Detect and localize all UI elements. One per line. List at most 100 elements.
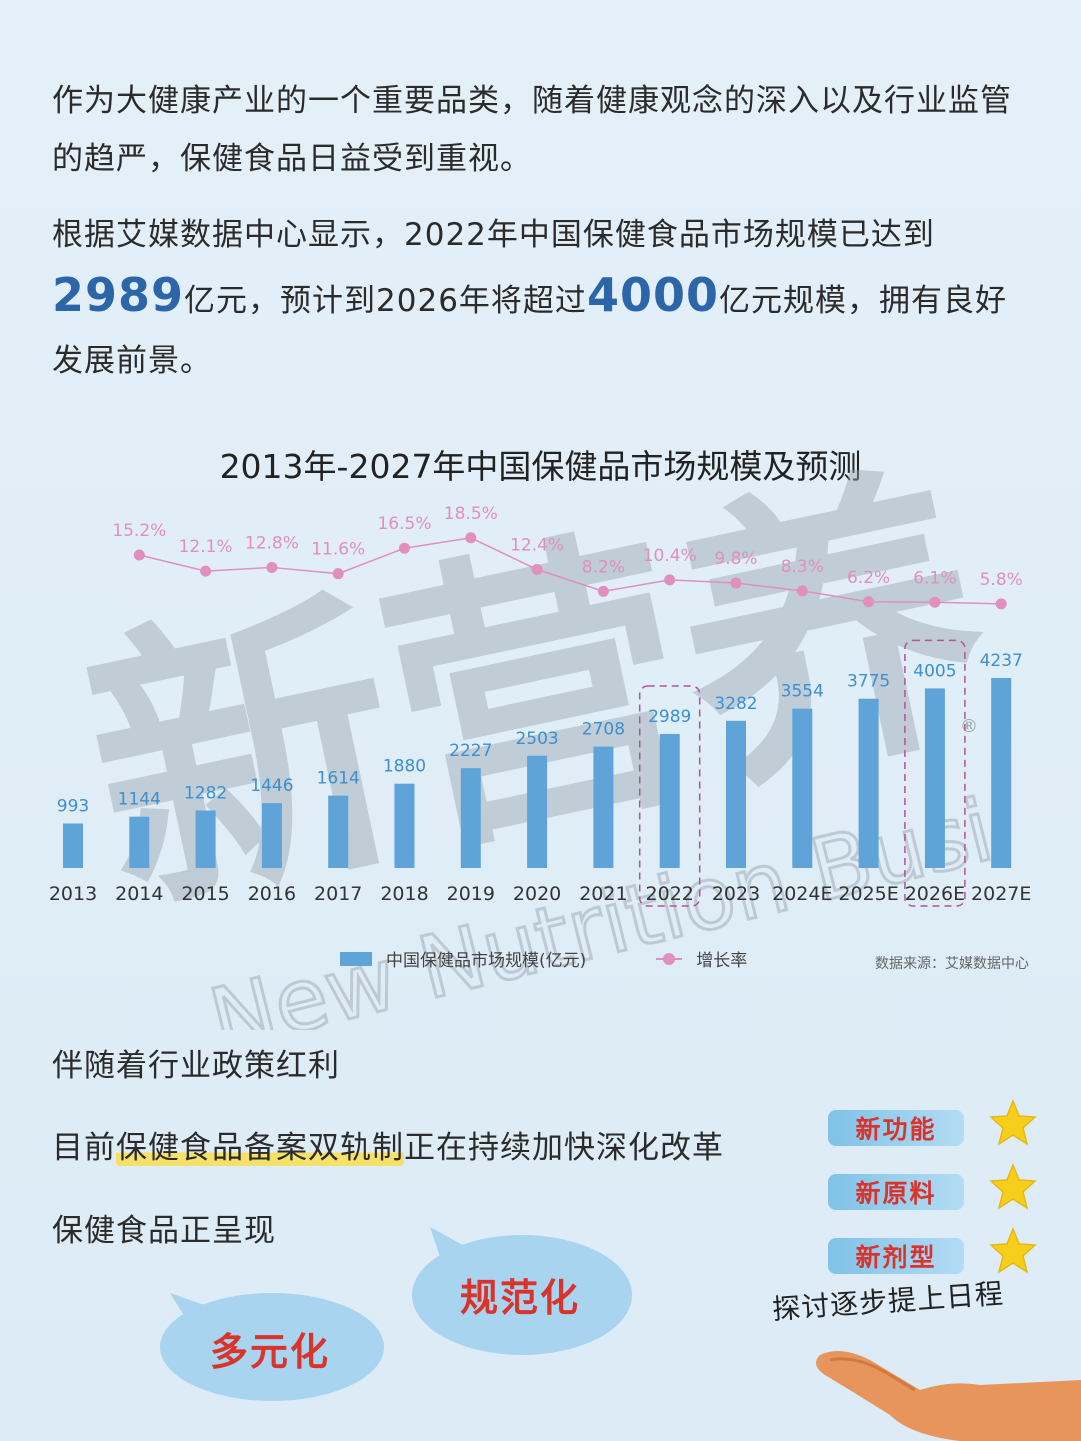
hand-icon <box>816 1351 1081 1441</box>
policy-line: 伴随着行业政策红利 <box>52 1048 340 1084</box>
growth-rate-label: 12.1% <box>179 537 233 557</box>
highlight-frame <box>904 639 966 907</box>
bar-2022 <box>659 733 680 868</box>
bar-2021 <box>593 746 614 868</box>
chart-source: 数据来源：艾媒数据中心 <box>875 956 1029 972</box>
bar-2024E <box>792 708 813 868</box>
growth-point-2023 <box>730 577 742 589</box>
bar-value-label: 2503 <box>515 729 558 749</box>
x-tick-label: 2014 <box>115 883 163 905</box>
x-tick-label: 2025E <box>838 883 898 905</box>
highlight-number-4000: 4000 <box>586 268 719 322</box>
bar-2018 <box>394 783 415 868</box>
bar-value-label: 993 <box>57 796 89 816</box>
intro-paragraph-2: 根据艾媒数据中心显示，2022年中国保健食品市场规模已达到2989亿元，预计到2… <box>52 217 1007 379</box>
chart-legend: 中国保健品市场规模(亿元) 增长率 <box>340 946 747 971</box>
growth-point-2017 <box>332 568 344 580</box>
highlight-frame <box>638 685 701 907</box>
legend-bar-swatch <box>340 951 372 966</box>
bar-value-label: 1614 <box>317 769 360 789</box>
growth-point-2015 <box>200 565 212 577</box>
bar-2023 <box>726 720 746 868</box>
star-icon <box>989 1162 1037 1210</box>
bar-value-label: 1144 <box>118 790 161 810</box>
legend-line-label: 增长率 <box>696 951 748 971</box>
x-tick-label: 2018 <box>380 883 428 905</box>
growth-point-2024E <box>796 585 808 597</box>
growth-rate-label: 9.8% <box>714 549 757 569</box>
x-tick-label: 2017 <box>314 883 362 905</box>
bar-value-label: 4237 <box>980 651 1023 671</box>
star-icon <box>989 1098 1037 1146</box>
growth-rate-label: 8.2% <box>582 557 625 577</box>
growth-point-2014 <box>133 549 145 561</box>
growth-rate-label: 12.8% <box>245 533 299 553</box>
highlight-dual-track: 保健食品备案双轨制 <box>116 1130 404 1166</box>
chart-title: 2013年-2027年中国保健品市场规模及预测 <box>219 447 862 486</box>
x-tick-label: 2016 <box>248 883 296 905</box>
growth-rate-label: 16.5% <box>377 514 431 534</box>
bar-2019 <box>460 768 481 868</box>
bar-value-label: 1880 <box>383 757 426 777</box>
highlight-number-2989: 2989 <box>52 268 185 322</box>
growth-rate-label: 12.4% <box>510 536 564 556</box>
bar-2025E <box>858 698 879 868</box>
tag-new-function: 新功能 <box>828 1110 964 1146</box>
x-tick-label: 2022 <box>646 883 694 905</box>
bar-2017 <box>328 795 349 868</box>
bar-value-label: 3775 <box>847 672 890 692</box>
growth-point-2027E <box>995 598 1007 610</box>
trend-line: 保健食品正呈现 <box>52 1213 276 1249</box>
x-tick-label: 2027E <box>971 883 1031 905</box>
growth-rate-label: 6.1% <box>913 568 956 588</box>
legend-bar-label: 中国保健品市场规模(亿元) <box>386 951 587 971</box>
intro-paragraph-1: 作为大健康产业的一个重要品类，随着健康观念的深入以及行业监管的趋严，保健食品日益… <box>52 83 1012 177</box>
x-tick-label: 2026E <box>905 883 965 905</box>
bar-2013 <box>63 823 83 868</box>
bar-value-label: 2989 <box>648 707 691 727</box>
bar-2026E <box>924 688 945 868</box>
legend-line-swatch <box>656 952 683 965</box>
bar-value-label: 3282 <box>714 694 757 714</box>
growth-rate-label: 15.2% <box>112 521 166 541</box>
x-tick-label: 2020 <box>513 883 561 905</box>
bar-2020 <box>527 755 548 868</box>
bar-2016 <box>261 803 282 868</box>
bar-2014 <box>129 816 150 868</box>
growth-rate-line <box>139 537 1002 605</box>
bar-value-label: 3554 <box>781 682 824 702</box>
tag-new-dosage-form: 新剂型 <box>828 1238 964 1274</box>
x-tick-label: 2021 <box>579 883 627 905</box>
growth-rate-label: 6.2% <box>847 568 890 588</box>
bar-value-label: 4005 <box>913 661 956 681</box>
bar-2027E <box>991 678 1012 868</box>
x-tick-label: 2023 <box>712 883 760 905</box>
bar-value-label: 2227 <box>449 741 492 761</box>
growth-rate-label: 10.4% <box>643 546 697 566</box>
market-size-chart: 993 2013 1144 2014 1282 2015 1446 2016 1614 2017 1… <box>49 504 1031 907</box>
growth-rate-label: 18.5% <box>444 504 498 524</box>
x-tick-label: 2024E <box>772 883 832 905</box>
growth-rate-label: 8.3% <box>781 557 824 577</box>
growth-point-2022 <box>664 574 676 586</box>
bar-value-label: 2708 <box>582 720 625 740</box>
x-tick-label: 2015 <box>181 883 229 905</box>
growth-point-2026E <box>929 596 941 608</box>
growth-point-2021 <box>597 585 609 597</box>
growth-point-2018 <box>399 542 410 554</box>
hand-caption: 探讨逐步提上日程 <box>771 1276 1005 1327</box>
growth-point-2016 <box>266 561 278 573</box>
bubble-diversified: 多元化 <box>150 1285 390 1405</box>
bar-value-label: 1282 <box>184 784 227 804</box>
x-tick-label: 2013 <box>49 883 97 905</box>
growth-rate-label: 11.6% <box>311 540 365 560</box>
bar-2015 <box>195 810 216 868</box>
growth-rate-label: 5.8% <box>980 570 1023 590</box>
bubble-standardized: 规范化 <box>400 1225 640 1360</box>
bar-value-label: 1446 <box>250 776 293 796</box>
reform-line: 目前保健食品备案双轨制正在持续加快深化改革 <box>52 1130 724 1166</box>
growth-point-2019 <box>465 532 477 544</box>
tag-new-ingredient: 新原料 <box>828 1174 964 1210</box>
star-icon <box>989 1226 1037 1274</box>
growth-point-2025E <box>863 596 875 608</box>
